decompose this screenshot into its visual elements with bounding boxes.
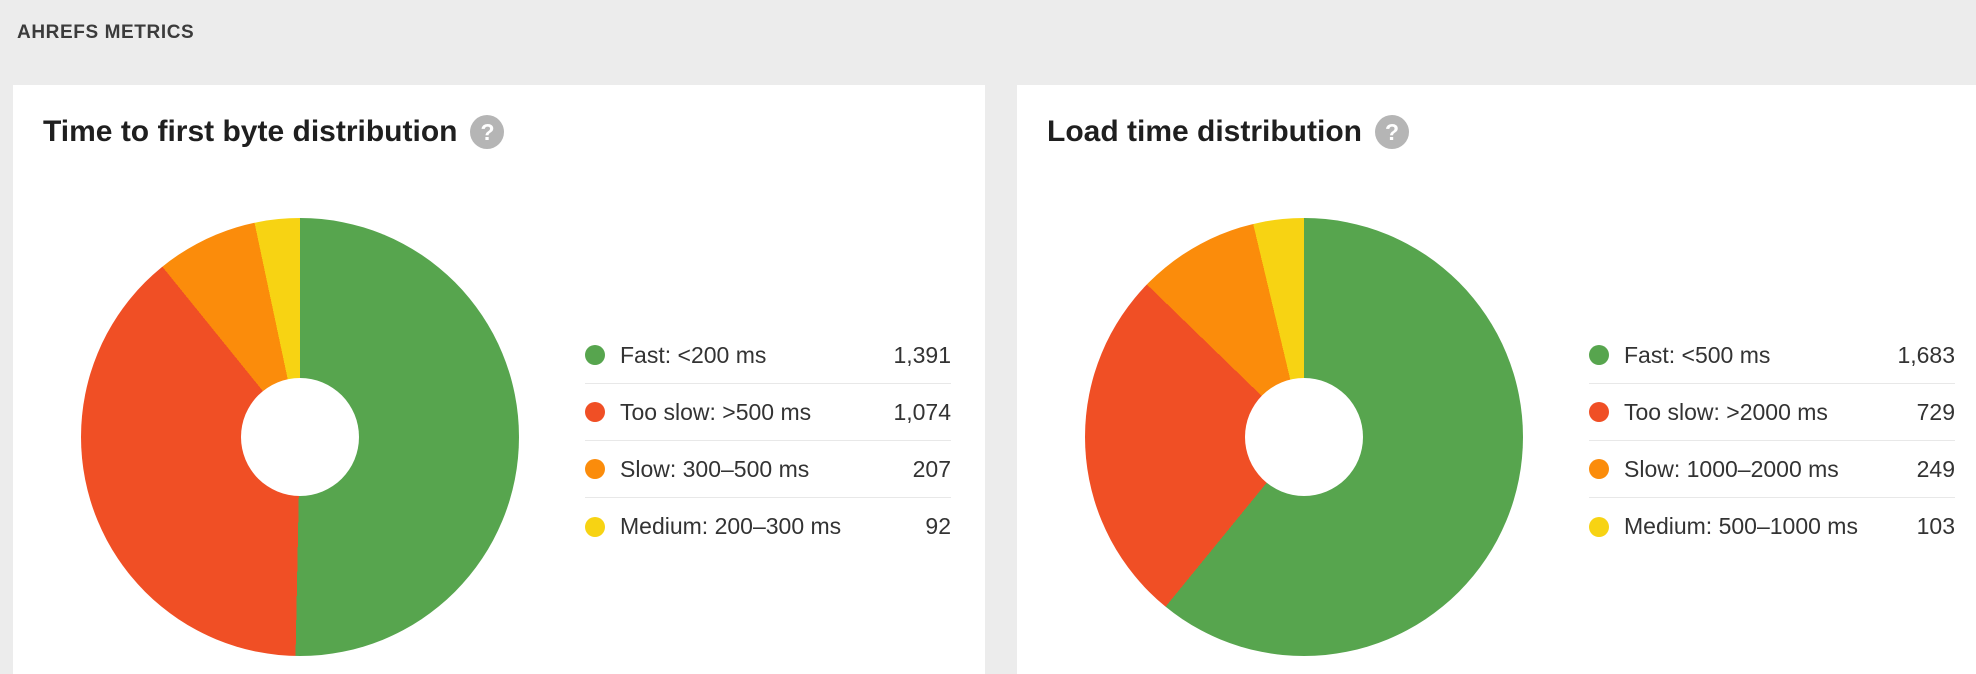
load-time-distribution-card: Load time distribution ? Fast: <500 ms 1… xyxy=(1017,85,1976,674)
chart-title: Load time distribution xyxy=(1047,115,1362,148)
section-title: AHREFS METRICS xyxy=(17,22,195,43)
legend-row[interactable]: Fast: <200 ms 1,391 xyxy=(585,327,951,384)
legend-value: 92 xyxy=(925,513,951,539)
legend-value: 1,074 xyxy=(893,398,951,425)
legend-label: Medium: 500–1000 ms xyxy=(1624,513,1858,539)
ttfb-distribution-card: Time to first byte distribution ? Fast: … xyxy=(13,85,985,674)
legend-value: 103 xyxy=(1916,513,1955,539)
donut-hole xyxy=(241,378,359,496)
legend-color-dot xyxy=(585,402,605,422)
legend-color-dot xyxy=(585,516,605,537)
legend-value: 249 xyxy=(1916,455,1955,482)
donut-hole xyxy=(1245,378,1363,496)
legend-label: Slow: 300–500 ms xyxy=(620,455,810,482)
legend-color-dot xyxy=(1589,345,1609,365)
legend-label: Medium: 200–300 ms xyxy=(620,513,842,539)
help-icon[interactable]: ? xyxy=(470,115,505,149)
legend-row[interactable]: Medium: 200–300 ms 92 xyxy=(585,498,951,555)
legend-color-dot xyxy=(1589,459,1609,479)
chart-title: Time to first byte distribution xyxy=(43,115,458,148)
legend-color-dot xyxy=(585,459,605,479)
legend-value: 1,683 xyxy=(1897,341,1955,368)
donut-chart[interactable] xyxy=(1085,218,1523,656)
legend-value: 729 xyxy=(1916,398,1955,425)
legend-label: Too slow: >2000 ms xyxy=(1624,398,1828,425)
legend-row[interactable]: Slow: 300–500 ms 207 xyxy=(585,441,951,498)
help-icon[interactable]: ? xyxy=(1375,115,1409,149)
legend-color-dot xyxy=(1589,516,1609,537)
legend-label: Fast: <200 ms xyxy=(620,341,767,368)
legend-row[interactable]: Medium: 500–1000 ms 103 xyxy=(1589,498,1955,555)
card-header: Load time distribution ? xyxy=(1047,109,1409,155)
legend-label: Fast: <500 ms xyxy=(1624,341,1771,368)
legend-color-dot xyxy=(585,345,605,365)
legend-color-dot xyxy=(1589,402,1609,422)
legend-label: Slow: 1000–2000 ms xyxy=(1624,455,1839,482)
chart-legend: Fast: <200 ms 1,391 Too slow: >500 ms 1,… xyxy=(585,327,951,555)
legend-row[interactable]: Too slow: >2000 ms 729 xyxy=(1589,384,1955,441)
legend-row[interactable]: Slow: 1000–2000 ms 249 xyxy=(1589,441,1955,498)
legend-row[interactable]: Fast: <500 ms 1,683 xyxy=(1589,327,1955,384)
legend-value: 1,391 xyxy=(893,341,951,368)
legend-row[interactable]: Too slow: >500 ms 1,074 xyxy=(585,384,951,441)
legend-value: 207 xyxy=(912,455,951,482)
donut-chart[interactable] xyxy=(81,218,519,656)
chart-legend: Fast: <500 ms 1,683 Too slow: >2000 ms 7… xyxy=(1589,327,1955,555)
card-header: Time to first byte distribution ? xyxy=(43,109,505,155)
legend-label: Too slow: >500 ms xyxy=(620,398,812,425)
